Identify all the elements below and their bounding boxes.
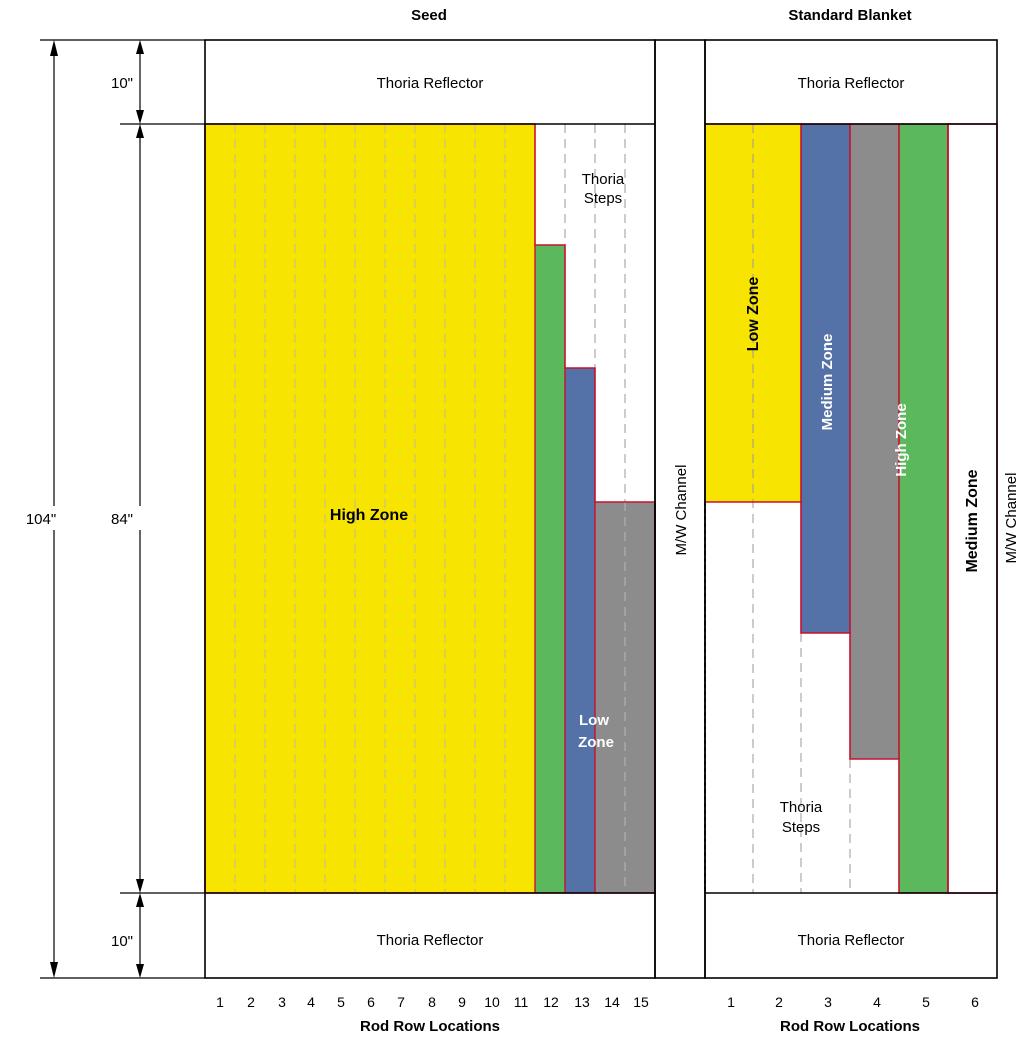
blanket-axis-label: Rod Row Locations bbox=[780, 1018, 920, 1035]
seed-high-zone-label: High Zone bbox=[330, 507, 408, 524]
blanket-high-zone-label: High Zone bbox=[893, 403, 910, 476]
blanket-low-zone-label: Low Zone bbox=[745, 277, 762, 352]
channel-label-middle: M/W Channel bbox=[673, 465, 690, 556]
dim-bottom-reflector-label: 10" bbox=[111, 933, 133, 950]
seed-rod-number: 13 bbox=[574, 994, 590, 1010]
dim-total-label: 104" bbox=[26, 511, 56, 528]
seed-low-zone-label-1: Low bbox=[579, 712, 609, 729]
seed-rod-number: 15 bbox=[633, 994, 649, 1010]
seed-rod-number: 10 bbox=[484, 994, 500, 1010]
seed-high-zone bbox=[205, 124, 535, 893]
blanket-medium-zone bbox=[801, 124, 850, 633]
blanket-zones bbox=[705, 124, 948, 893]
seed-rod-number: 4 bbox=[307, 994, 315, 1010]
seed-low-zone-blue bbox=[565, 368, 595, 893]
blanket-rod-number: 6 bbox=[971, 994, 979, 1010]
blanket-rod-number: 2 bbox=[775, 994, 783, 1010]
seed-rod-number: 7 bbox=[397, 994, 405, 1010]
seed-thoria-steps-label-2: Steps bbox=[584, 190, 622, 207]
blanket-medium-zone-outer-label: Medium Zone bbox=[964, 469, 981, 572]
blanket-medium-zone-label: Medium Zone bbox=[819, 334, 836, 431]
seed-green-column bbox=[535, 245, 565, 893]
dimension-arrowheads bbox=[50, 40, 144, 978]
dimension-lines bbox=[40, 39, 205, 979]
dim-core-label: 84" bbox=[111, 511, 133, 528]
seed-axis-label: Rod Row Locations bbox=[360, 1018, 500, 1035]
dim-top-reflector-label: 10" bbox=[111, 75, 133, 92]
blanket-header: Standard Blanket bbox=[788, 7, 911, 24]
seed-low-zone-label-2: Zone bbox=[578, 734, 614, 751]
seed-top-reflector-label: Thoria Reflector bbox=[377, 75, 484, 92]
seed-header: Seed bbox=[411, 7, 447, 24]
blanket-high-zone-gray bbox=[850, 124, 899, 759]
seed-rod-number: 2 bbox=[247, 994, 255, 1010]
seed-rod-number: 1 bbox=[216, 994, 224, 1010]
blanket-rod-lines bbox=[752, 124, 851, 893]
seed-rod-number: 5 bbox=[337, 994, 345, 1010]
blanket-top-reflector-label: Thoria Reflector bbox=[798, 75, 905, 92]
seed-rod-number: 11 bbox=[514, 994, 529, 1010]
seed-rod-number: 3 bbox=[278, 994, 286, 1010]
blanket-bottom-reflector-label: Thoria Reflector bbox=[798, 932, 905, 949]
seed-bottom-reflector-label: Thoria Reflector bbox=[377, 932, 484, 949]
seed-thoria-steps-label-1: Thoria bbox=[582, 171, 625, 188]
seed-rod-numbers: 1 2 3 4 5 6 7 8 9 10 11 12 13 14 15 bbox=[216, 994, 649, 1010]
blanket-rod-number: 1 bbox=[727, 994, 735, 1010]
seed-zone-dividers bbox=[534, 245, 596, 893]
seed-rod-number: 14 bbox=[604, 994, 620, 1010]
blanket-thoria-steps-label-2: Steps bbox=[782, 819, 820, 836]
seed-rod-number: 8 bbox=[428, 994, 436, 1010]
blanket-rod-number: 4 bbox=[873, 994, 881, 1010]
blanket-rod-number: 3 bbox=[824, 994, 832, 1010]
seed-rod-lines bbox=[234, 124, 626, 893]
seed-rod-number: 9 bbox=[458, 994, 466, 1010]
channel-label-right: M/W Channel bbox=[1003, 473, 1019, 564]
blanket-rod-number: 5 bbox=[922, 994, 930, 1010]
core-outlines bbox=[204, 39, 998, 979]
seed-rod-number: 6 bbox=[367, 994, 375, 1010]
blanket-high-zone-green bbox=[899, 124, 948, 893]
seed-zones bbox=[205, 124, 655, 893]
seed-rod-number: 12 bbox=[543, 994, 559, 1010]
blanket-thoria-steps-label-1: Thoria bbox=[780, 799, 823, 816]
blanket-rod-numbers: 1 2 3 4 5 6 bbox=[727, 994, 979, 1010]
